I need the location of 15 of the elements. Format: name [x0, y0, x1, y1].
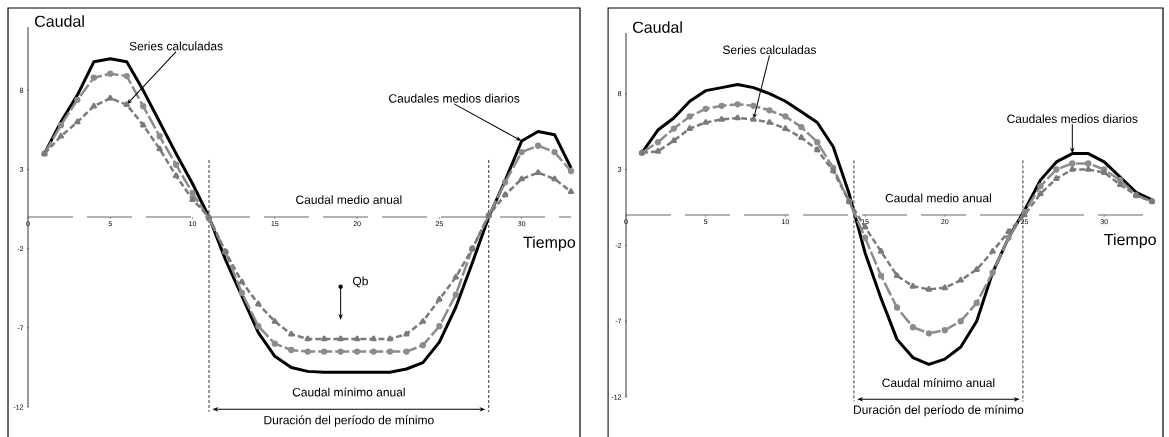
annotation: Caudales medios diarios [389, 93, 520, 103]
ref-line-label: Caudal medio anual [296, 195, 402, 204]
annotation: Series calculadas [129, 41, 223, 51]
x-axis-title: Tiempo [1104, 233, 1156, 249]
y-axis-title: Caudal [35, 15, 84, 27]
text: Duración del período de mínimo [264, 415, 434, 427]
annotation: Caudales medios diarios [1007, 114, 1138, 124]
annotation: Caudal mínimo anual [882, 378, 995, 388]
annotation: Qb [352, 276, 368, 288]
x-axis-title: Tiempo [523, 236, 576, 252]
y-axis-title: Caudal [633, 21, 682, 33]
annotation: Caudal mínimo anual [292, 387, 405, 397]
text: Duración del período de mínimo [854, 405, 1024, 417]
annotation: Series calculadas [722, 45, 817, 55]
ref-line-label: Caudal medio anual [885, 193, 991, 203]
